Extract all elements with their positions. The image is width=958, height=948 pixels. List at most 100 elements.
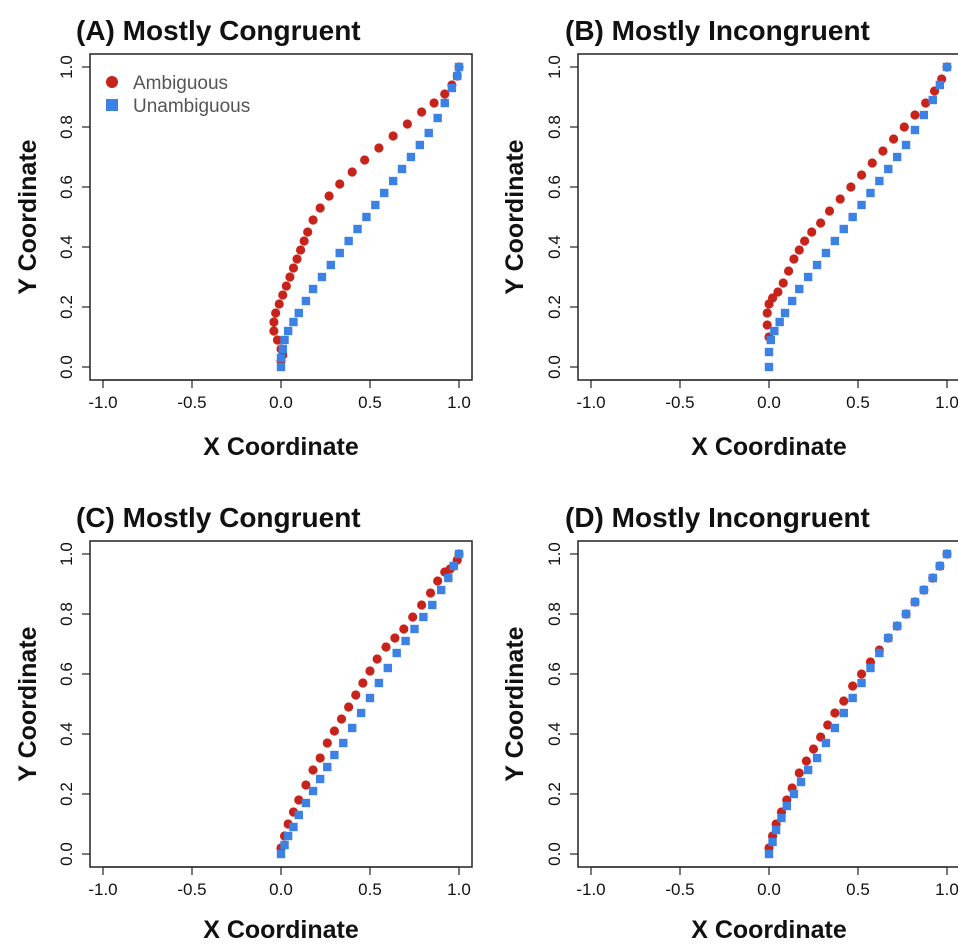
unambiguous-point [839,224,848,234]
unambiguous-point [276,362,286,372]
x-axis-label: X Coordinate [691,916,847,943]
y-tick-label: 0.6 [545,662,564,686]
unambiguous-point [406,152,416,162]
ambiguous-point [274,299,284,309]
unambiguous-point [283,831,293,841]
ambiguous-point [388,131,398,141]
ambiguous-point [294,795,304,805]
panel-a: (A) Mostly Congruent -1.0 -0.5 0.0 0.5 1… [14,15,473,461]
ambiguous-point [823,720,833,730]
ambiguous-point [315,203,325,213]
ambiguous-point [285,272,295,282]
ambiguous-point [801,756,811,766]
unambiguous-point [848,693,857,703]
unambiguous-point [935,561,945,571]
unambiguous-point [444,573,453,583]
ambiguous-point [425,588,436,598]
y-tick-label: 0.0 [545,355,564,379]
ambiguous-point [322,738,332,748]
y-tick-label: 0.4 [545,722,564,746]
y-tick-label: 0.8 [57,602,76,626]
y-tick-label: 0.8 [545,115,564,139]
unambiguous-point [344,236,353,246]
unambiguous-point [392,648,401,658]
unambiguous-point [453,71,462,81]
y-tick-label: 0.4 [57,235,76,259]
ambiguous-point [417,600,427,610]
tick-labels: -1.0 -0.5 0.0 0.5 1.0 0.0 0.2 0.4 0.6 0.… [545,55,958,412]
unambiguous-point [942,62,952,72]
unambiguous-point [796,777,806,787]
ambiguous-point [344,702,354,712]
ambiguous-point [336,714,347,724]
ambiguous-point [856,669,867,679]
unambiguous-point [365,693,375,703]
unambiguous-point [397,164,407,174]
x-tick-label: 0.0 [757,393,781,412]
y-tick-label: 1.0 [545,55,564,79]
ambiguous-point [867,158,877,168]
unambiguous-point [928,573,937,583]
unambiguous-point [440,98,449,108]
ambiguous-point [848,681,858,691]
panel-title: (D) Mostly Incongruent [565,502,870,533]
data-points [269,62,464,372]
panel-d: (D) Mostly Incongruent -1.0 -0.5 0.0 0.5… [501,502,958,944]
ambiguous-point [789,254,799,264]
unambiguous-point [875,648,884,658]
x-tick-label: 1.0 [447,393,471,412]
axis-ticks [82,553,460,875]
x-tick-label: -1.0 [576,880,605,899]
x-tick-label: 1.0 [935,880,958,899]
x-tick-label: 0.5 [358,880,382,899]
y-tick-label: 1.0 [57,542,76,566]
x-tick-label: 0.0 [269,880,293,899]
unambiguous-point [830,236,840,246]
ambiguous-point [292,254,302,264]
unambiguous-point [764,849,774,859]
y-tick-label: 0.2 [57,782,76,806]
ambiguous-point [824,206,835,216]
unambiguous-point [848,212,857,222]
unambiguous-point [308,284,318,294]
x-axis-label: X Coordinate [203,916,359,943]
panel-title: (A) Mostly Congruent [76,15,361,46]
unambiguous-point [283,326,293,336]
unambiguous-point [777,813,786,823]
unambiguous-point [892,152,902,162]
y-axis-label: Y Coordinate [501,626,529,781]
unambiguous-point [308,786,318,796]
tick-labels: -1.0 -0.5 0.0 0.5 1.0 0.0 0.2 0.4 0.6 0.… [57,542,471,899]
ambiguous-point [440,89,450,99]
unambiguous-point [821,738,831,748]
unambiguous-point [795,284,804,294]
y-tick-label: 0.4 [57,722,76,746]
unambiguous-point [935,80,945,90]
unambiguous-point [901,140,911,150]
unambiguous-point [401,636,410,646]
unambiguous-point [301,798,311,808]
ambiguous-point [807,227,817,237]
x-tick-label: -0.5 [177,393,206,412]
y-axis-label: Y Coordinate [501,139,529,294]
unambiguous-point [866,188,875,198]
unambiguous-point [780,308,790,318]
ambiguous-point [794,245,804,255]
unambiguous-point [374,678,384,688]
ambiguous-point [360,155,370,165]
ambiguous-point [878,146,888,156]
legend-label-ambiguous: Ambiguous [133,73,228,94]
tick-labels: -1.0 -0.5 0.0 0.5 1.0 0.0 0.2 0.4 0.6 0.… [545,542,958,899]
x-tick-label: -1.0 [88,880,117,899]
unambiguous-point [919,110,929,120]
x-tick-label: -0.5 [665,880,694,899]
ambiguous-point [762,320,772,330]
ambiguous-point [308,215,318,225]
x-tick-label: 0.0 [269,393,293,412]
y-tick-label: 0.0 [545,842,564,866]
plot-frame [577,540,958,868]
y-tick-label: 1.0 [545,542,564,566]
data-points [762,62,952,372]
unambiguous-point [323,762,332,772]
ambiguous-point [783,266,794,276]
